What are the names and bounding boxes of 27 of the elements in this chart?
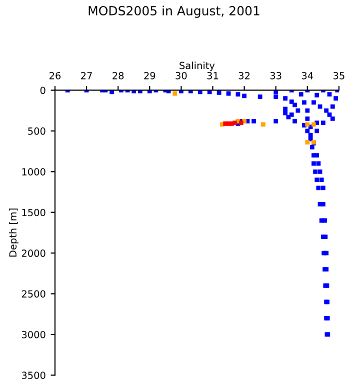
point <box>305 122 310 127</box>
x-tick-label: 35 <box>334 72 344 80</box>
y-tick-label: 2000 <box>22 250 46 257</box>
x-axis-title: Salinity <box>180 62 215 72</box>
point <box>172 91 178 96</box>
x-tick-label: 31 <box>207 72 218 80</box>
y-tick-label: 2500 <box>22 290 46 298</box>
x-tick-label: 33 <box>270 72 282 80</box>
x-tick-label: 32 <box>238 72 250 80</box>
point <box>312 122 316 127</box>
x-tick-label: 34 <box>302 72 314 80</box>
x-tick-label: 27 <box>81 72 92 80</box>
y-tick-label: 3500 <box>22 372 46 379</box>
point <box>232 120 238 125</box>
y-tick-label: 3000 <box>22 330 46 338</box>
y-tick-label: 500 <box>28 127 46 135</box>
x-tick-label: 30 <box>176 72 187 80</box>
y-tick-label: 0 <box>40 86 46 94</box>
point <box>305 140 310 145</box>
x-tick-label: 26 <box>50 72 61 80</box>
y-tick-label: 1500 <box>22 208 46 216</box>
x-tick-label: 29 <box>144 72 156 80</box>
point <box>261 122 266 127</box>
y-axis-title: Depth [m] <box>9 208 18 257</box>
y-tick-label: 1000 <box>22 168 46 176</box>
x-tick-label: 28 <box>112 72 124 80</box>
chart-title: MODS2005 in August, 2001 <box>88 6 260 18</box>
